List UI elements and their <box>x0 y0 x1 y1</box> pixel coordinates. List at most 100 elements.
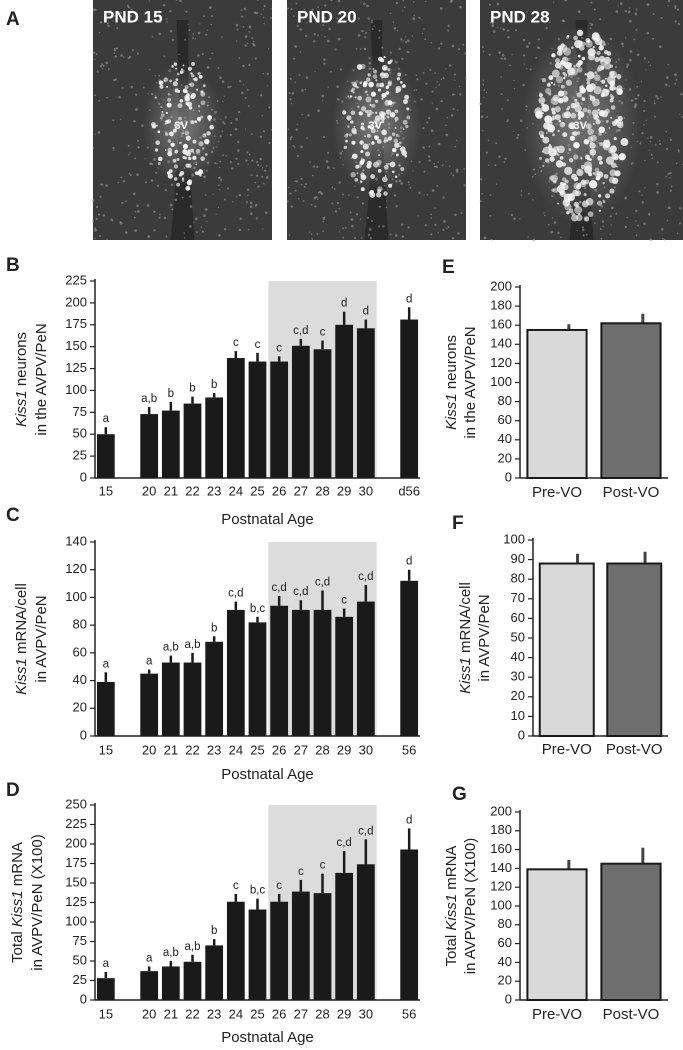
speckle <box>458 85 461 88</box>
speckle <box>628 19 632 23</box>
speckle <box>324 16 327 19</box>
bar <box>270 605 289 736</box>
cell <box>601 110 609 118</box>
speckle <box>334 48 337 51</box>
speckle <box>119 221 123 225</box>
speckle <box>323 62 326 65</box>
cell <box>591 109 599 117</box>
speckle <box>434 207 436 209</box>
speckle <box>359 218 362 221</box>
y-axis-label-part: Kiss1 <box>457 657 474 694</box>
speckle <box>316 233 319 235</box>
cell <box>552 187 559 193</box>
speckle <box>310 233 313 235</box>
speckle <box>102 64 105 67</box>
x-tick-label: 22 <box>185 483 199 498</box>
speckle <box>151 35 154 38</box>
cell <box>394 126 397 129</box>
cell <box>565 79 573 86</box>
y-tick-label: 225 <box>65 272 87 287</box>
speckle <box>418 16 420 19</box>
cell <box>185 163 190 168</box>
cell <box>557 145 565 154</box>
speckle <box>495 183 498 185</box>
speckle <box>333 188 336 190</box>
speckle <box>135 93 138 96</box>
x-tick-label: 20 <box>142 483 156 498</box>
speckle <box>638 190 641 193</box>
cell <box>573 35 579 41</box>
speckle <box>326 39 330 43</box>
cell <box>393 138 398 143</box>
x-tick-label: Pre-VO <box>542 741 592 758</box>
bar <box>183 961 202 1000</box>
x-tick-label: Post-VO <box>603 484 660 501</box>
x-axis-label: Postnatal Age <box>221 766 314 783</box>
cell <box>202 84 206 88</box>
cell <box>559 181 564 186</box>
speckle <box>253 11 257 14</box>
significance-label: a <box>103 413 110 425</box>
cell <box>573 141 580 149</box>
speckle <box>203 15 205 18</box>
cell <box>552 133 555 137</box>
speckle <box>293 146 296 149</box>
speckle <box>113 52 116 55</box>
speckle <box>93 51 96 54</box>
speckle <box>549 21 551 24</box>
speckle <box>424 38 427 41</box>
speckle <box>187 23 189 25</box>
cell <box>370 174 376 179</box>
speckle <box>101 63 104 66</box>
cell <box>577 111 585 118</box>
cell <box>157 162 161 166</box>
cell <box>396 77 401 81</box>
speckle <box>656 191 659 194</box>
cell <box>576 67 583 73</box>
y-tick-label: 150 <box>65 338 87 353</box>
y-tick-label: 125 <box>65 360 87 375</box>
speckle <box>289 138 292 141</box>
cell <box>350 120 354 124</box>
y-axis-label-part: mRNA/cell <box>457 582 474 657</box>
speckle <box>637 224 639 227</box>
x-tick-label: 20 <box>142 1006 156 1021</box>
speckle <box>352 16 355 19</box>
speckle <box>607 0 609 1</box>
cell <box>174 124 177 127</box>
speckle <box>487 164 490 166</box>
y-tick-label: 60 <box>498 935 512 950</box>
cell <box>358 111 363 116</box>
cell <box>154 96 157 99</box>
speckle <box>261 167 264 169</box>
cell <box>208 115 211 118</box>
y-axis-label-part: neurons <box>13 332 30 390</box>
speckle <box>665 175 667 178</box>
speckle <box>582 234 585 237</box>
speckle <box>123 56 125 58</box>
x-tick-label: Pre-VO <box>532 484 582 501</box>
cell <box>566 35 570 38</box>
cell <box>581 97 586 101</box>
cell <box>404 94 409 100</box>
speckle <box>154 75 156 77</box>
speckle <box>430 233 433 236</box>
bar <box>161 662 180 736</box>
speckle <box>553 1 555 3</box>
speckle <box>127 144 130 147</box>
cell <box>192 152 195 154</box>
speckle <box>503 10 507 13</box>
cell <box>541 102 545 107</box>
speckle <box>107 13 110 16</box>
speckle <box>179 0 182 3</box>
speckle <box>423 194 425 196</box>
y-tick-label: 100 <box>65 382 87 397</box>
speckle <box>636 53 640 57</box>
significance-label: c,d <box>358 825 373 837</box>
y-tick-label: 180 <box>490 822 512 837</box>
cell <box>564 62 572 70</box>
cell <box>393 101 395 104</box>
speckle <box>436 185 439 188</box>
speckle <box>250 212 253 216</box>
